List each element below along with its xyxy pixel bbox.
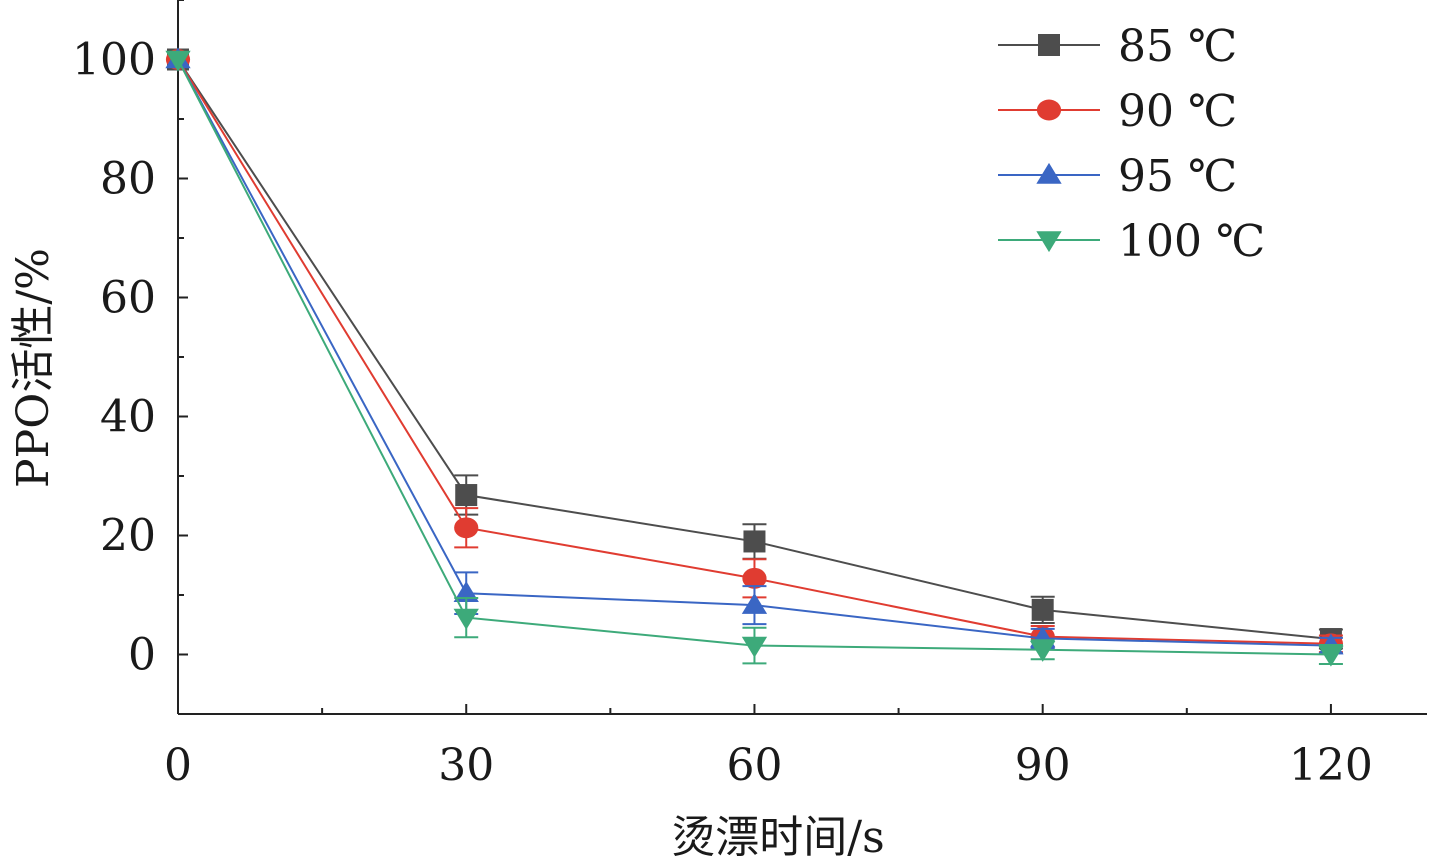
data-point bbox=[455, 484, 478, 507]
data-point bbox=[1318, 645, 1344, 667]
data-point bbox=[454, 517, 479, 539]
legend-marker bbox=[1036, 231, 1062, 253]
data-point bbox=[741, 636, 768, 658]
x-tick-label: 120 bbox=[1289, 740, 1373, 791]
y-tick-label: 20 bbox=[100, 511, 156, 562]
series-layer bbox=[165, 47, 1344, 667]
axes: 0 20 40 60 80 100 0 30 60 90 120 bbox=[72, 0, 1427, 791]
y-axis-label: PPO活性/% bbox=[8, 248, 59, 488]
x-tick-label: 0 bbox=[164, 740, 192, 791]
legend-label: 100 ℃ bbox=[1118, 216, 1265, 267]
series-2 bbox=[165, 49, 1344, 655]
y-tick-label: 0 bbox=[128, 630, 156, 681]
legend-item-3: 95 ℃ bbox=[998, 151, 1237, 202]
data-point bbox=[742, 567, 767, 589]
x-axis-label: 烫漂时间/s bbox=[671, 812, 884, 862]
legend-item-2: 90 ℃ bbox=[998, 86, 1237, 137]
legend-marker bbox=[1036, 162, 1062, 184]
series-4 bbox=[165, 50, 1344, 667]
legend: 85 ℃ 90 ℃ 95 ℃ 100 ℃ bbox=[998, 21, 1265, 267]
legend-label: 85 ℃ bbox=[1118, 21, 1237, 72]
y-tick-label: 60 bbox=[100, 273, 156, 324]
data-point bbox=[743, 530, 766, 553]
y-tick-label: 40 bbox=[100, 392, 156, 443]
legend-item-1: 85 ℃ bbox=[998, 21, 1237, 72]
legend-label: 95 ℃ bbox=[1118, 151, 1237, 202]
y-tick-label: 100 bbox=[72, 35, 156, 86]
legend-marker bbox=[1036, 99, 1062, 121]
x-tick-label: 90 bbox=[1015, 740, 1071, 791]
x-tick-label: 60 bbox=[726, 740, 782, 791]
data-point bbox=[165, 50, 191, 72]
legend-label: 90 ℃ bbox=[1118, 86, 1237, 137]
y-tick-label: 80 bbox=[100, 154, 156, 205]
legend-item-4: 100 ℃ bbox=[998, 216, 1265, 267]
data-point bbox=[741, 593, 768, 614]
data-point bbox=[1031, 598, 1054, 621]
x-tick-label: 30 bbox=[438, 740, 494, 791]
data-point bbox=[453, 608, 479, 630]
data-point bbox=[453, 581, 479, 603]
legend-marker bbox=[1038, 34, 1060, 56]
data-point bbox=[1030, 640, 1056, 662]
